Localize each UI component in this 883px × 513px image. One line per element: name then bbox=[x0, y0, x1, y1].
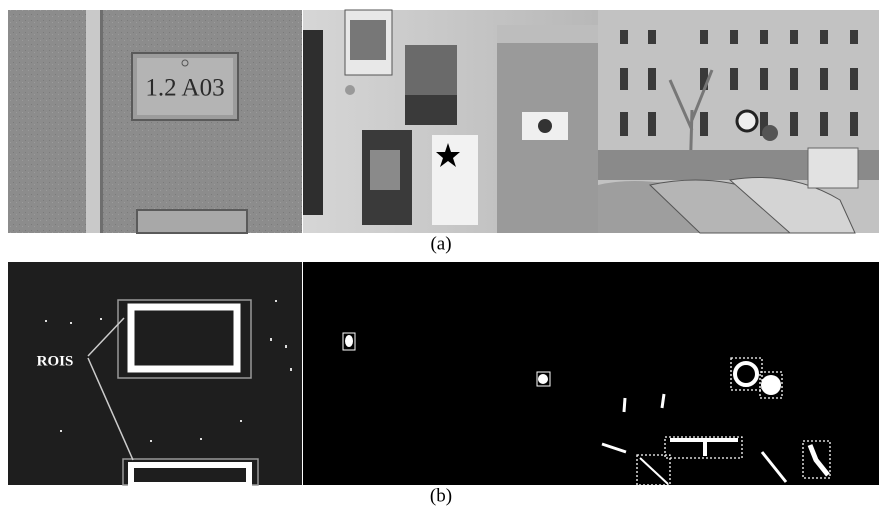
windows bbox=[620, 112, 628, 136]
noise bbox=[100, 318, 102, 320]
roi-sign: ROIS bbox=[8, 262, 302, 485]
noise bbox=[240, 420, 242, 422]
noise bbox=[290, 368, 292, 371]
windows bbox=[648, 112, 656, 136]
flag-dot bbox=[538, 119, 552, 133]
noise bbox=[275, 300, 277, 302]
windows bbox=[820, 30, 828, 44]
windows bbox=[648, 68, 656, 90]
noise bbox=[270, 338, 272, 341]
van bbox=[808, 148, 858, 188]
stop-sign bbox=[762, 125, 778, 141]
noise bbox=[45, 320, 47, 322]
windows bbox=[790, 30, 798, 44]
roi-label: ROIS bbox=[37, 353, 74, 369]
windows bbox=[850, 112, 858, 136]
photo-print-dark bbox=[405, 95, 457, 125]
mask-bg bbox=[598, 262, 879, 485]
door-edge bbox=[100, 10, 103, 233]
noise bbox=[200, 438, 202, 440]
noise bbox=[150, 440, 152, 442]
photo-sign: 1.2 A03 bbox=[8, 10, 302, 233]
roi-blob bbox=[345, 335, 353, 347]
windows bbox=[700, 112, 708, 136]
lower-sign bbox=[137, 210, 247, 233]
windows bbox=[730, 68, 738, 90]
windows bbox=[760, 30, 768, 44]
caption: (a) bbox=[430, 233, 451, 254]
windows bbox=[760, 68, 768, 90]
figure: 1.2 A03 (a) bbox=[0, 0, 883, 513]
sign-text: 1.2 A03 bbox=[145, 75, 224, 102]
roi-blob bbox=[538, 374, 548, 384]
photo-street bbox=[598, 10, 879, 233]
mask-bg bbox=[8, 262, 302, 485]
photo-office bbox=[303, 10, 598, 233]
mask-bg bbox=[303, 262, 598, 485]
wall-dot bbox=[345, 85, 355, 95]
roi-office bbox=[303, 262, 598, 485]
screen bbox=[303, 30, 323, 215]
caption: (b) bbox=[430, 485, 452, 506]
roi-blob bbox=[761, 375, 781, 395]
windows bbox=[820, 112, 828, 136]
windows bbox=[790, 68, 798, 90]
windows bbox=[648, 30, 656, 44]
windows bbox=[700, 30, 708, 44]
noise bbox=[285, 345, 287, 348]
noise bbox=[70, 322, 72, 324]
windows bbox=[620, 68, 628, 90]
windows bbox=[820, 68, 828, 90]
door-frame bbox=[86, 10, 100, 233]
noise bbox=[60, 430, 62, 432]
poster-art bbox=[350, 20, 386, 60]
windows bbox=[730, 30, 738, 44]
paper bbox=[432, 135, 478, 225]
windows bbox=[620, 30, 628, 44]
windows bbox=[850, 68, 858, 90]
windows bbox=[790, 112, 798, 136]
box-label bbox=[370, 150, 400, 190]
road-sign bbox=[737, 111, 757, 131]
wall bbox=[8, 10, 302, 233]
cabinet-top bbox=[497, 25, 598, 43]
windows bbox=[850, 30, 858, 44]
roi-street bbox=[598, 262, 879, 485]
